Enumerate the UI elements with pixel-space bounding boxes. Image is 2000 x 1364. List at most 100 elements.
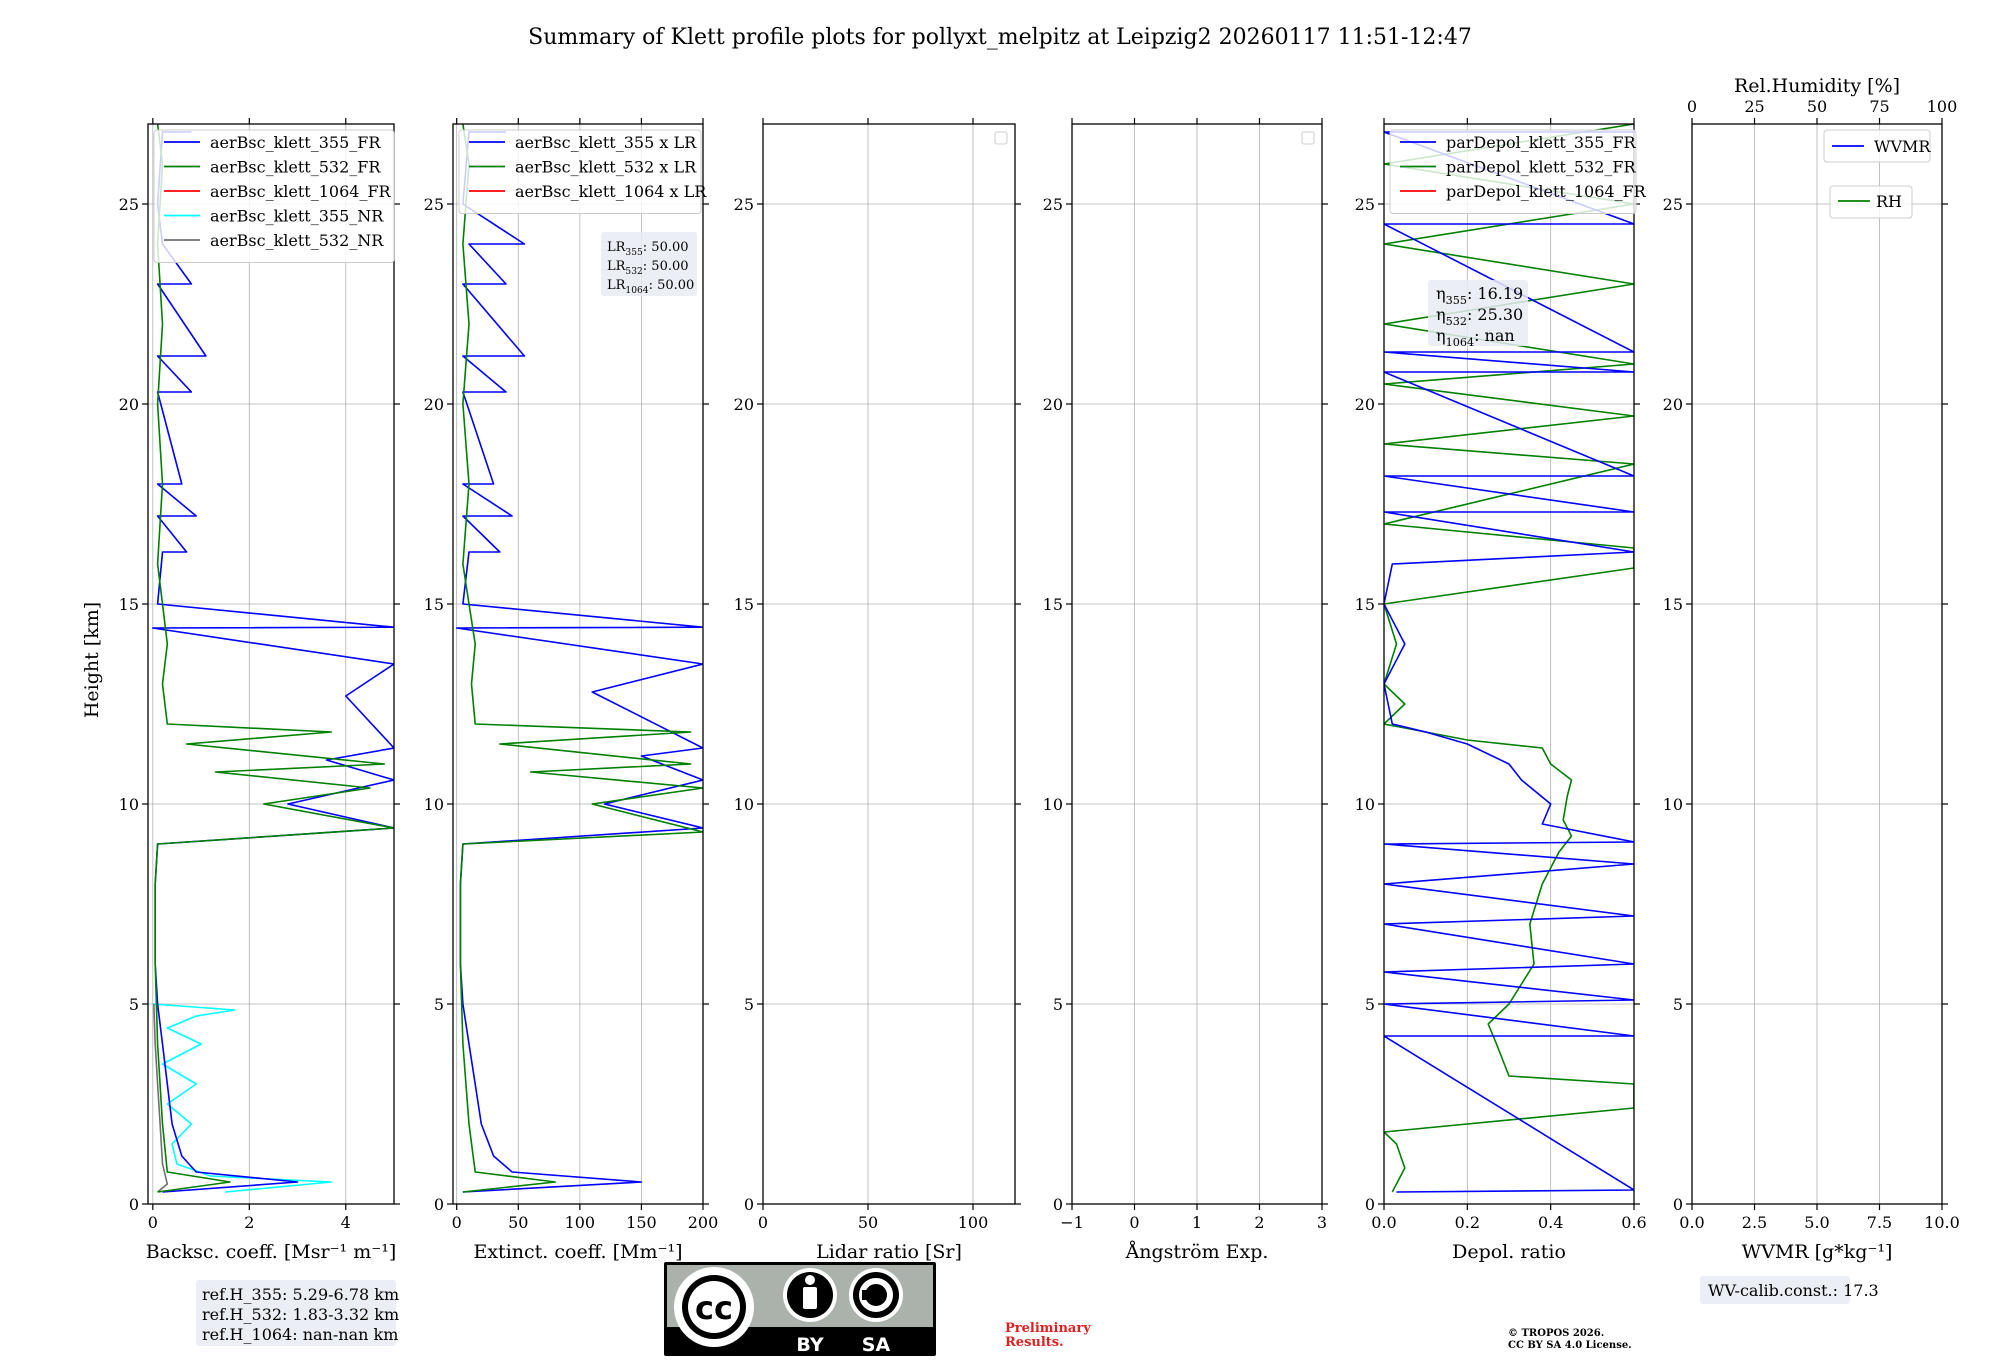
y-tick-label: 0 (1673, 1195, 1683, 1214)
top-tick-label: 100 (1927, 97, 1958, 116)
legend-label: aerBsc_klett_355_NR (210, 207, 384, 226)
y-tick-label: 15 (1043, 595, 1063, 614)
subplot-bsc: 0 5 10 15 20 25 0 2 4 Backsc. coeff. [Msr⁻¹ m⁻¹] a… (119, 118, 400, 1346)
y-tick-label: 20 (1355, 395, 1375, 414)
lidar-ratio-box-frame (601, 232, 697, 296)
x-tick-label: 150 (626, 1213, 657, 1232)
x-tick-label: 0.4 (1538, 1213, 1563, 1232)
x-tick-label: 200 (688, 1213, 719, 1232)
cc-text: cc (695, 1289, 733, 1327)
y-tick-label: 15 (734, 595, 754, 614)
figure-title: Summary of Klett profile plots for polly… (528, 25, 1472, 50)
y-tick-label: 0 (129, 1195, 139, 1214)
x-axis-label: Lidar ratio [Sr] (816, 1241, 962, 1263)
x-tick-label: 4 (341, 1213, 351, 1232)
y-tick-label: 10 (1663, 795, 1683, 814)
y-tick-label: 10 (424, 795, 444, 814)
y-tick-label: 10 (1043, 795, 1063, 814)
x-tick-label: 2 (244, 1213, 254, 1232)
x-tick-label: 0.0 (1679, 1213, 1704, 1232)
sa-text: SA (862, 1334, 891, 1356)
top-axis-label: Rel.Humidity [%] (1734, 75, 1900, 97)
preliminary-line-1: Preliminary (1005, 1321, 1091, 1336)
x-tick-label: 50 (508, 1213, 528, 1232)
reference-height: ref.H_532: 1.83-3.32 km (202, 1305, 399, 1324)
legend-frame-rh (1829, 185, 1913, 219)
legend-frame-wvmr (1823, 129, 1931, 163)
preliminary-line-2: Results. (1005, 1335, 1064, 1350)
legend: parDepol_klett_355_FR parDepol_klett_532_… (1389, 129, 1647, 214)
y-tick-label: 5 (129, 995, 139, 1014)
subplot-ext: 0 5 10 15 20 25 0 50 100 150 200 Extinct. coeff. [M… (424, 118, 719, 1263)
y-tick-label: 20 (119, 395, 139, 414)
y-tick-label: 15 (119, 595, 139, 614)
y-tick-label: 25 (119, 195, 139, 214)
lidar-ratio-value: LR1064: 50.00 (607, 278, 694, 296)
y-tick-label: 15 (424, 595, 444, 614)
eta-box-frame (1428, 280, 1528, 346)
y-tick-label: 15 (1663, 595, 1683, 614)
legend-label: WVMR (1874, 137, 1931, 156)
top-tick-label: 75 (1869, 97, 1889, 116)
series-aerBsc_klett_355_NR (152, 1003, 333, 1193)
x-tick-label: 5.0 (1804, 1213, 1829, 1232)
x-tick-label: 1 (1192, 1213, 1202, 1232)
y-tick-label: 20 (424, 395, 444, 414)
y-tick-label: 20 (1043, 395, 1063, 414)
x-tick-label: −1 (1060, 1213, 1084, 1232)
legend-frame (1389, 129, 1637, 214)
series-aerBsc_klett_355_FR (152, 131, 394, 1193)
legend: WVMR RH (1823, 129, 1931, 219)
y-tick-label: 10 (119, 795, 139, 814)
eta-value: η355: 16.19 (1436, 284, 1523, 307)
info-box: WV-calib.const.: 17.3 (1700, 1276, 1879, 1304)
top-tick-label: 0 (1687, 97, 1697, 116)
x-axis-label: Backsc. coeff. [Msr⁻¹ m⁻¹] (146, 1241, 397, 1263)
x-tick-label: 2 (1254, 1213, 1264, 1232)
axes-frame (1383, 123, 1635, 1205)
eta-value: η532: 25.30 (1436, 305, 1523, 328)
y-tick-label: 0 (744, 1195, 754, 1214)
y-tick-label: 25 (424, 195, 444, 214)
y-tick-label: 10 (1355, 795, 1375, 814)
legend-label: parDepol_klett_532_FR (1446, 158, 1637, 177)
empty-legend (994, 131, 1008, 145)
by-text: BY (796, 1334, 823, 1356)
x-tick-label: 0.0 (1371, 1213, 1396, 1232)
info-box-frame (196, 1280, 396, 1346)
series-parDepol_klett_532_FR (1384, 124, 1634, 1193)
legend: aerBsc_klett_355_FR aerBsc_klett_532_FRae… (153, 129, 395, 263)
axes-frame (762, 123, 1016, 1205)
copyright-line-2: CC BY SA 4.0 License. (1508, 1340, 1632, 1351)
copyright-line-1: © TROPOS 2026. (1508, 1328, 1604, 1339)
y-tick-label: 5 (1673, 995, 1683, 1014)
y-tick-label: 5 (1053, 995, 1063, 1014)
series-aerBsc_klett_355 x LR (455, 131, 703, 1193)
legend-label: aerBsc_klett_1064 x LR (515, 182, 707, 201)
subplot-lr: 0 5 10 15 20 25 0 50 100 Lidar ratio [Sr] (734, 118, 1021, 1263)
axes-frame (452, 123, 704, 1205)
x-tick-label: 50 (858, 1213, 878, 1232)
x-axis-label: WVMR [g*kg⁻¹] (1742, 1241, 1893, 1263)
info-box-frame (1700, 1276, 1850, 1304)
reference-height: ref.H_355: 5.29-6.78 km (202, 1285, 399, 1304)
y-tick-label: 25 (1355, 195, 1375, 214)
empty-legend (1301, 131, 1315, 145)
wv-calibration-constant: WV-calib.const.: 17.3 (1708, 1281, 1879, 1300)
lidar-ratio-value: LR532: 50.00 (607, 259, 689, 277)
legend-label: aerBsc_klett_355 x LR (515, 133, 697, 152)
x-tick-label: 2.5 (1742, 1213, 1767, 1232)
x-tick-label: 0.2 (1455, 1213, 1480, 1232)
x-axis-label: Extinct. coeff. [Mm⁻¹] (473, 1241, 682, 1263)
legend-label: aerBsc_klett_532 x LR (515, 158, 697, 177)
legend-label: parDepol_klett_1064_FR (1446, 182, 1647, 201)
y-tick-label: 0 (1365, 1195, 1375, 1214)
x-tick-label: 0 (758, 1213, 768, 1232)
legend-label: aerBsc_klett_355_FR (210, 133, 381, 152)
y-tick-label: 5 (744, 995, 754, 1014)
y-tick-label: 5 (1365, 995, 1375, 1014)
